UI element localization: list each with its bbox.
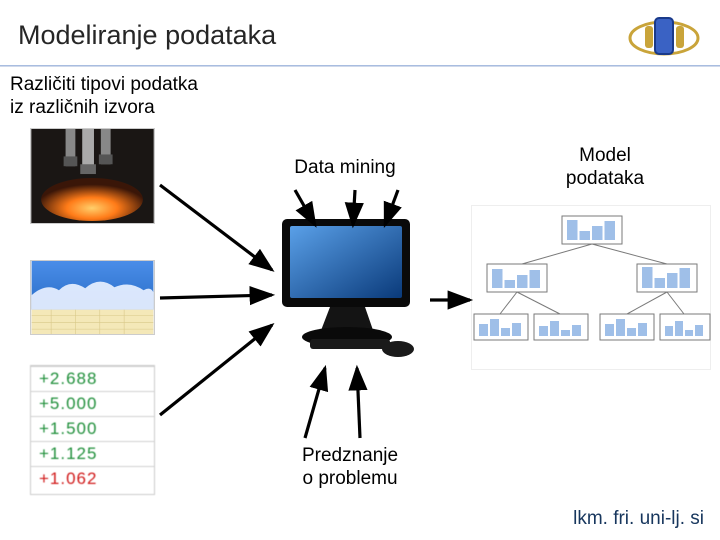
logo-icon xyxy=(617,8,712,63)
subtitle: Različiti tipovi podatka iz različnih iz… xyxy=(10,74,198,120)
subtitle-line2: iz različnih izvora xyxy=(10,97,155,118)
model-diagram xyxy=(471,205,711,370)
label-data-mining: Data mining xyxy=(265,157,425,179)
slide-title: Modeliranje podataka xyxy=(18,20,276,51)
subtitle-line1: Različiti tipovi podatka xyxy=(10,74,198,95)
label-predznanje: Predznanje o problemu xyxy=(270,445,430,491)
image-microscope xyxy=(30,128,155,224)
footer-url: lkm. fri. uni-lj. si xyxy=(573,508,704,530)
image-spreadsheet: +2.688+5.000+1.500+1.125+1.062 xyxy=(30,365,155,495)
image-computer xyxy=(270,215,425,360)
label-model-podataka: Model podataka xyxy=(535,145,675,191)
title-bar: Modeliranje podataka xyxy=(0,8,720,66)
image-chart xyxy=(30,260,155,335)
slide: Modeliranje podataka Različiti tipovi po… xyxy=(0,0,720,540)
